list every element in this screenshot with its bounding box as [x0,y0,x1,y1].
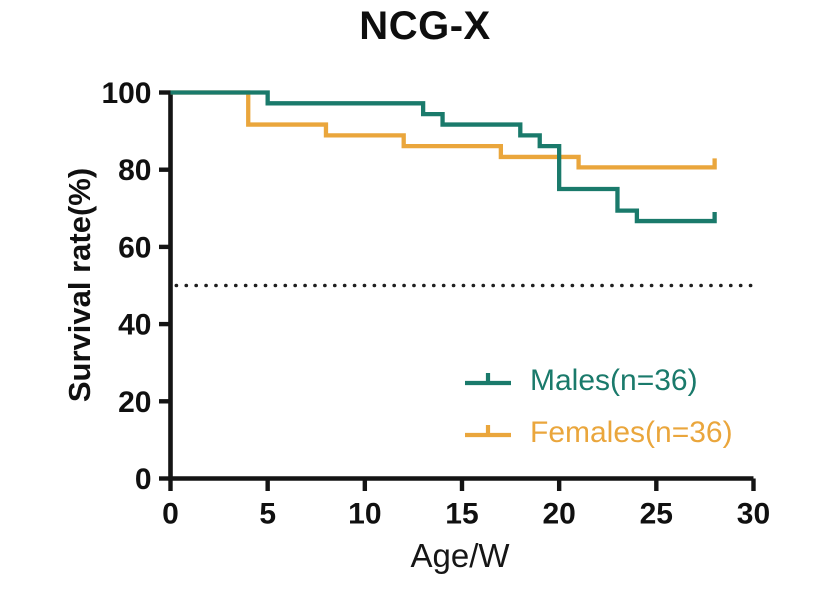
y-tick-label: 60 [118,231,151,264]
legend: Males(n=36) Females(n=36) [464,362,733,466]
females-legend-marker-icon [465,425,511,438]
x-tick-label: 0 [162,498,179,531]
legend-row-females: Females(n=36) [464,414,733,452]
x-axis-label: Age/W [410,537,510,574]
x-tick-label: 5 [259,498,276,531]
females-survival-curve [170,90,717,170]
legend-row-males: Males(n=36) [464,362,733,400]
females-legend-label: Females(n=36) [530,416,733,449]
y-axis-label: Survival rate(%) [62,167,97,403]
x-tick-label: 15 [445,498,478,531]
males-survival-curve [170,90,717,224]
x-tick-label: 20 [542,498,575,531]
x-tick-label: 25 [640,498,673,531]
x-tick-label: 10 [348,498,381,531]
y-tick-label: 40 [118,309,151,342]
y-tick-label: 100 [101,77,151,110]
y-tick-label: 80 [118,154,151,187]
y-tick-label: 0 [135,463,152,496]
y-tick-label: 20 [118,386,151,419]
chart-title: NCG-X [359,4,491,48]
x-tick-label: 30 [737,498,770,531]
males-legend-marker-icon [465,373,511,386]
males-legend-label: Males(n=36) [530,364,698,397]
